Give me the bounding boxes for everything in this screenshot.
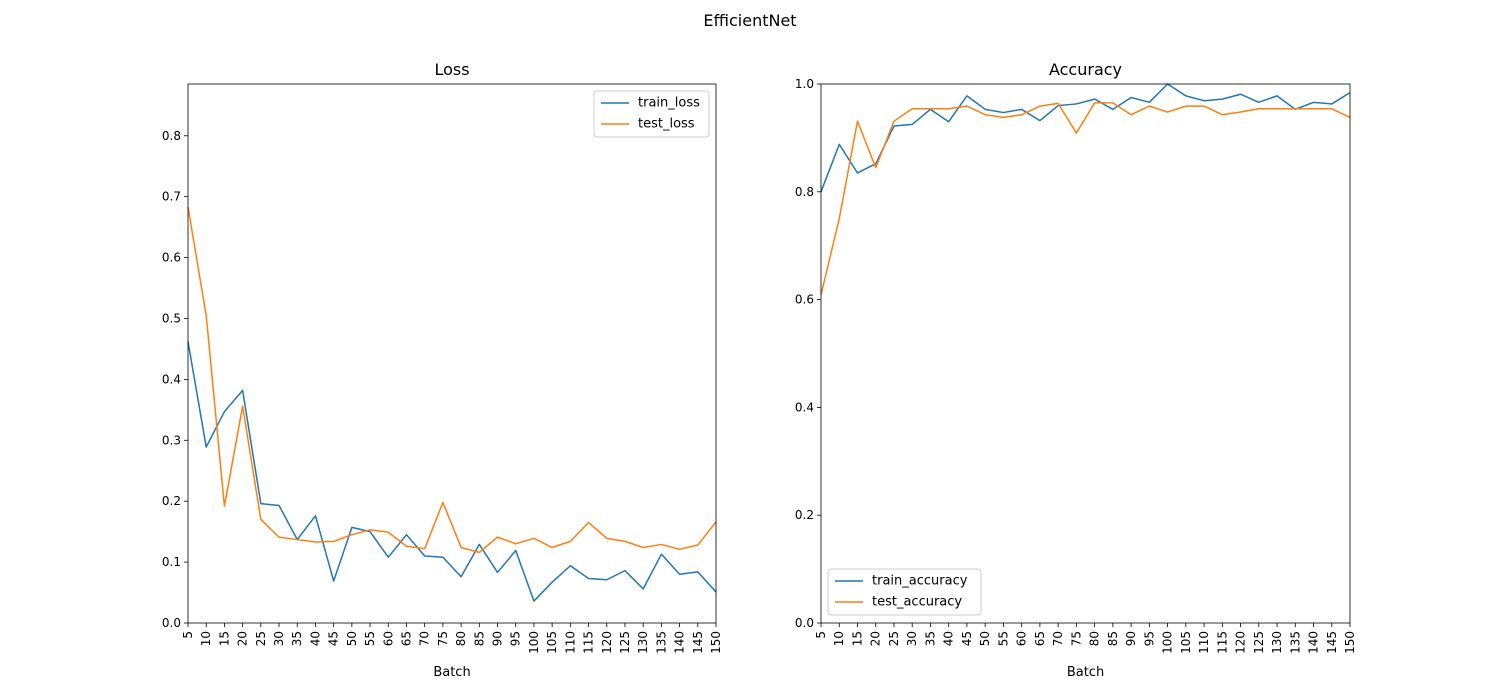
x-tick-label: 10 xyxy=(199,631,213,646)
x-tick-label: 105 xyxy=(545,631,559,654)
x-tick-label: 80 xyxy=(454,631,468,646)
y-tick-label: 0.3 xyxy=(162,433,181,447)
x-tick-label: 70 xyxy=(418,631,432,646)
x-tick-label: 140 xyxy=(673,631,687,654)
x-tick-label: 30 xyxy=(905,631,919,646)
x-tick-label: 70 xyxy=(1051,631,1065,646)
x-tick-label: 55 xyxy=(363,631,377,646)
legend-box xyxy=(827,568,982,616)
x-tick-label: 15 xyxy=(850,631,864,646)
legend-label-test_loss: test_loss xyxy=(638,117,695,132)
x-tick-label: 60 xyxy=(1015,631,1029,646)
x-tick-label: 135 xyxy=(654,631,668,654)
y-tick-label: 0.2 xyxy=(162,494,181,508)
chart-title: Loss xyxy=(434,60,469,79)
series-line-test_loss xyxy=(187,206,717,554)
x-tick-label: 55 xyxy=(996,631,1010,646)
x-tick-label: 15 xyxy=(217,631,231,646)
x-tick-label: 40 xyxy=(942,631,956,646)
chart-panel-0: Loss 5 10 15 20 25 30 35 40 45 50 55 60 65 70 75 80 85 90 9… xyxy=(162,60,723,680)
x-tick-label: 135 xyxy=(1288,631,1302,654)
x-tick-label: 75 xyxy=(1069,631,1083,646)
x-tick-label: 100 xyxy=(1161,631,1175,654)
y-tick-label: 0.8 xyxy=(162,129,181,143)
x-tick-label: 110 xyxy=(563,631,577,654)
x-tick-label: 115 xyxy=(582,631,596,654)
x-tick-label: 35 xyxy=(290,631,304,646)
y-tick-label: 1.0 xyxy=(795,77,814,91)
x-tick-label: 140 xyxy=(1307,631,1321,654)
x-tick-label: 105 xyxy=(1179,631,1193,654)
x-axis-label: Batch xyxy=(1067,665,1104,680)
x-tick-label: 25 xyxy=(254,631,268,646)
x-tick-label: 80 xyxy=(1088,631,1102,646)
x-tick-label: 45 xyxy=(327,631,341,646)
axes-frame xyxy=(187,83,717,624)
x-tick-label: 85 xyxy=(472,631,486,646)
x-tick-label: 150 xyxy=(1343,631,1357,654)
x-tick-label: 125 xyxy=(618,631,632,654)
x-tick-label: 125 xyxy=(1252,631,1266,654)
x-tick-label: 50 xyxy=(345,631,359,646)
x-tick-label: 100 xyxy=(527,631,541,654)
x-tick-label: 120 xyxy=(1234,631,1248,654)
x-tick-label: 65 xyxy=(1033,631,1047,646)
y-tick-label: 0.8 xyxy=(795,185,814,199)
x-tick-label: 110 xyxy=(1197,631,1211,654)
x-tick-label: 20 xyxy=(869,631,883,646)
series-line-test_accuracy xyxy=(820,102,1351,295)
legend-label-train_accuracy: train_accuracy xyxy=(872,574,968,589)
x-tick-label: 10 xyxy=(832,631,846,646)
x-tick-label: 5 xyxy=(181,631,195,639)
x-tick-label: 95 xyxy=(1142,631,1156,646)
figure-suptitle: EfficientNet xyxy=(703,11,797,30)
chart-title: Accuracy xyxy=(1049,60,1122,79)
x-tick-label: 25 xyxy=(887,631,901,646)
x-tick-label: 90 xyxy=(491,631,505,646)
y-tick-label: 0.0 xyxy=(162,616,181,630)
x-tick-label: 120 xyxy=(600,631,614,654)
x-tick-label: 45 xyxy=(960,631,974,646)
x-tick-label: 5 xyxy=(814,631,828,639)
x-tick-label: 145 xyxy=(1325,631,1339,654)
series-line-train_loss xyxy=(187,341,717,602)
x-tick-label: 90 xyxy=(1124,631,1138,646)
x-tick-label: 65 xyxy=(399,631,413,646)
legend-label-test_accuracy: test_accuracy xyxy=(872,595,962,610)
y-tick-label: 0.1 xyxy=(162,555,181,569)
series-line-train_accuracy xyxy=(820,83,1351,193)
x-tick-label: 130 xyxy=(1270,631,1284,654)
x-tick-label: 30 xyxy=(272,631,286,646)
y-tick-label: 0.4 xyxy=(795,400,814,414)
x-tick-label: 20 xyxy=(236,631,250,646)
x-tick-label: 50 xyxy=(978,631,992,646)
x-tick-label: 85 xyxy=(1106,631,1120,646)
y-tick-label: 0.7 xyxy=(162,190,181,204)
x-tick-label: 75 xyxy=(436,631,450,646)
y-tick-label: 0.6 xyxy=(162,251,181,265)
x-tick-label: 115 xyxy=(1215,631,1229,654)
legend-label-train_loss: train_loss xyxy=(638,96,700,111)
y-tick-label: 0.6 xyxy=(795,293,814,307)
y-tick-label: 0.5 xyxy=(162,311,181,325)
y-tick-label: 0.2 xyxy=(795,508,814,522)
axes-frame xyxy=(820,83,1351,624)
x-tick-label: 95 xyxy=(509,631,523,646)
y-tick-label: 0.0 xyxy=(795,616,814,630)
x-tick-label: 35 xyxy=(923,631,937,646)
x-tick-label: 145 xyxy=(691,631,705,654)
x-tick-label: 60 xyxy=(381,631,395,646)
x-tick-label: 130 xyxy=(636,631,650,654)
x-tick-label: 40 xyxy=(308,631,322,646)
chart-panel-1: Accuracy 5 10 15 20 25 30 35 40 45 50 55 60 65 70 75 80 8… xyxy=(795,60,1357,680)
x-tick-label: 150 xyxy=(709,631,723,654)
x-axis-label: Batch xyxy=(433,665,470,680)
y-tick-label: 0.4 xyxy=(162,372,181,386)
